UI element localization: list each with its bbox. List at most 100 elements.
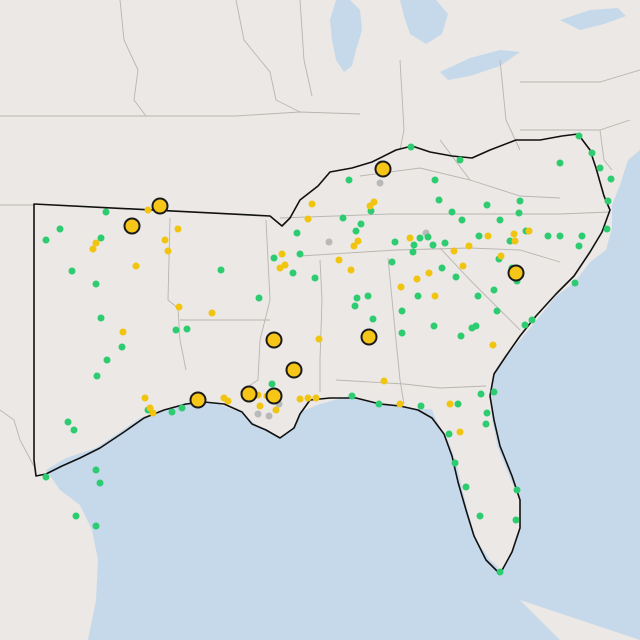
green-marker[interactable] [483,201,491,209]
green-marker[interactable] [168,408,176,416]
green-marker[interactable] [92,280,100,288]
green-marker[interactable] [93,372,101,380]
green-marker[interactable] [496,216,504,224]
gray-marker[interactable] [325,238,333,246]
green-marker[interactable] [483,409,491,417]
green-marker[interactable] [416,234,424,242]
green-marker[interactable] [556,232,564,240]
green-marker[interactable] [92,522,100,530]
green-marker[interactable] [456,156,464,164]
yellow-marker[interactable] [497,252,505,260]
yellow-marker[interactable] [89,245,97,253]
green-marker[interactable] [457,332,465,340]
green-marker[interactable] [178,404,186,412]
yellow-marker[interactable] [141,394,149,402]
large-marker[interactable] [507,264,525,282]
yellow-marker[interactable] [489,341,497,349]
green-marker[interactable] [68,267,76,275]
large-marker[interactable] [360,328,378,346]
green-marker[interactable] [97,234,105,242]
yellow-marker[interactable] [484,232,492,240]
yellow-marker[interactable] [256,402,264,410]
green-marker[interactable] [296,250,304,258]
green-marker[interactable] [476,512,484,520]
green-marker[interactable] [96,479,104,487]
yellow-marker[interactable] [119,328,127,336]
green-marker[interactable] [441,239,449,247]
green-marker[interactable] [398,329,406,337]
green-marker[interactable] [409,248,417,256]
green-marker[interactable] [64,418,72,426]
green-marker[interactable] [513,486,521,494]
yellow-marker[interactable] [366,202,374,210]
yellow-marker[interactable] [465,242,473,250]
yellow-marker[interactable] [224,397,232,405]
green-marker[interactable] [97,314,105,322]
green-marker[interactable] [490,286,498,294]
green-marker[interactable] [364,292,372,300]
yellow-marker[interactable] [431,292,439,300]
green-marker[interactable] [375,400,383,408]
yellow-marker[interactable] [296,395,304,403]
yellow-marker[interactable] [446,400,454,408]
yellow-marker[interactable] [406,234,414,242]
green-marker[interactable] [528,316,536,324]
yellow-marker[interactable] [380,377,388,385]
large-marker[interactable] [265,387,283,405]
green-marker[interactable] [556,159,564,167]
yellow-marker[interactable] [161,236,169,244]
green-marker[interactable] [102,208,110,216]
yellow-marker[interactable] [450,247,458,255]
gray-marker[interactable] [376,179,384,187]
green-marker[interactable] [490,388,498,396]
yellow-marker[interactable] [278,250,286,258]
green-marker[interactable] [268,380,276,388]
green-marker[interactable] [571,279,579,287]
green-marker[interactable] [430,322,438,330]
yellow-marker[interactable] [304,215,312,223]
green-marker[interactable] [42,473,50,481]
green-marker[interactable] [417,402,425,410]
green-marker[interactable] [462,483,470,491]
yellow-marker[interactable] [397,283,405,291]
yellow-marker[interactable] [525,227,533,235]
yellow-marker[interactable] [354,237,362,245]
yellow-marker[interactable] [413,275,421,283]
green-marker[interactable] [454,400,462,408]
gray-marker[interactable] [265,412,273,420]
green-marker[interactable] [604,197,612,205]
green-marker[interactable] [515,209,523,217]
yellow-marker[interactable] [272,406,280,414]
yellow-marker[interactable] [175,303,183,311]
large-marker[interactable] [265,331,283,349]
yellow-marker[interactable] [347,266,355,274]
green-marker[interactable] [475,232,483,240]
yellow-marker[interactable] [304,394,312,402]
green-marker[interactable] [92,466,100,474]
yellow-marker[interactable] [281,261,289,269]
green-marker[interactable] [172,326,180,334]
green-marker[interactable] [311,274,319,282]
green-marker[interactable] [512,516,520,524]
yellow-marker[interactable] [335,256,343,264]
green-marker[interactable] [603,225,611,233]
yellow-marker[interactable] [456,428,464,436]
green-marker[interactable] [578,232,586,240]
green-marker[interactable] [407,143,415,151]
green-marker[interactable] [575,132,583,140]
green-marker[interactable] [391,238,399,246]
green-marker[interactable] [345,176,353,184]
green-marker[interactable] [506,237,514,245]
green-marker[interactable] [575,242,583,250]
green-marker[interactable] [352,227,360,235]
green-marker[interactable] [477,390,485,398]
green-marker[interactable] [429,241,437,249]
green-marker[interactable] [424,233,432,241]
yellow-marker[interactable] [315,335,323,343]
yellow-marker[interactable] [144,206,152,214]
green-marker[interactable] [348,392,356,400]
green-marker[interactable] [72,512,80,520]
green-marker[interactable] [56,225,64,233]
green-marker[interactable] [414,292,422,300]
green-marker[interactable] [482,420,490,428]
